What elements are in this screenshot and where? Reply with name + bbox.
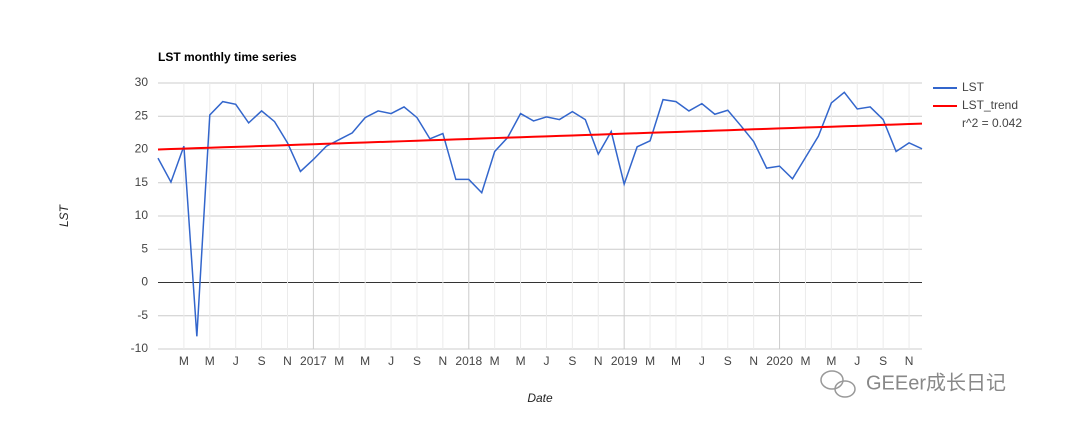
x-tick-label: M — [645, 354, 655, 368]
x-tick-label: M — [179, 354, 189, 368]
x-tick-label: M — [671, 354, 681, 368]
y-tick-label: 15 — [135, 175, 149, 189]
x-tick-label: N — [439, 354, 448, 368]
x-tick-label: N — [594, 354, 603, 368]
y-tick-label: 0 — [141, 275, 148, 289]
x-tick-label: J — [233, 354, 239, 368]
y-tick-label: 20 — [135, 142, 149, 156]
x-tick-label: N — [749, 354, 758, 368]
x-tick-label: M — [205, 354, 215, 368]
watermark: GEEer成长日记 — [866, 371, 1006, 394]
x-tick-label: 2019 — [611, 354, 638, 368]
x-tick-label: N — [905, 354, 914, 368]
x-tick-label: 2017 — [300, 354, 327, 368]
y-tick-label: 25 — [135, 108, 149, 122]
line — [157, 122, 923, 151]
y-tick-label: 10 — [135, 208, 149, 222]
x-tick-label: S — [879, 354, 887, 368]
x-axis-title: Date — [527, 391, 553, 405]
y-tick-label: 30 — [135, 75, 149, 89]
x-tick-label: M — [800, 354, 810, 368]
x-tick-label: S — [724, 354, 732, 368]
x-tick-label: S — [258, 354, 266, 368]
x-tick-label: S — [568, 354, 576, 368]
y-tick-label: -5 — [137, 308, 148, 322]
x-tick-label: 2020 — [766, 354, 793, 368]
y-tick-label: 5 — [141, 241, 148, 255]
x-tick-label: N — [283, 354, 292, 368]
y-tick-label: -10 — [131, 341, 149, 355]
x-tick-label: M — [490, 354, 500, 368]
x-tick-label: J — [699, 354, 705, 368]
line — [157, 91, 923, 337]
x-tick-label: J — [543, 354, 549, 368]
legend-note: r^2 = 0.042 — [962, 116, 1022, 130]
legend-label: LST_trend — [962, 98, 1018, 112]
x-tick-label: M — [334, 354, 344, 368]
y-axis-title: LST — [57, 203, 71, 227]
chart-title: LST monthly time series — [158, 50, 297, 64]
x-tick-label: M — [516, 354, 526, 368]
x-tick-label: S — [413, 354, 421, 368]
x-tick-label: J — [854, 354, 860, 368]
x-tick-label: 2018 — [455, 354, 482, 368]
x-tick-label: J — [388, 354, 394, 368]
x-tick-label: M — [826, 354, 836, 368]
watermark-icon — [820, 370, 856, 398]
x-tick-label: M — [360, 354, 370, 368]
legend-label: LST — [962, 80, 985, 94]
